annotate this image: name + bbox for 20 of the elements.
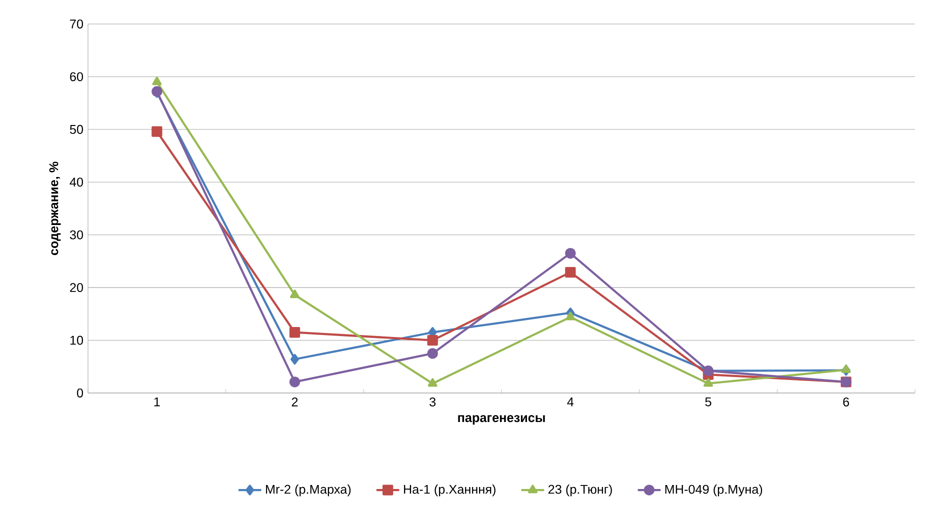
y-tick-label: 40 — [70, 178, 84, 187]
legend-label: MH-049 (р.Муна) — [665, 484, 762, 496]
x-tick-label: 4 — [567, 397, 574, 406]
y-tick-label: 70 — [70, 20, 84, 28]
legend-label: 23 (р.Тюнг) — [548, 484, 612, 496]
x-tick-label: 6 — [843, 397, 850, 406]
y-tick-label: 0 — [76, 388, 84, 398]
legend-label: Ha-1 (р.Ханння) — [404, 484, 496, 496]
x-tick-label: 2 — [292, 397, 298, 406]
y-tick-label: 50 — [70, 124, 84, 134]
legend-label: Mr-2 (р.Марха) — [266, 484, 351, 496]
x-tick-label: 5 — [705, 397, 712, 406]
y-axis-title: содержание, % — [49, 162, 61, 256]
x-axis-title: парагенезисы — [458, 415, 545, 425]
y-tick-label: 30 — [70, 230, 84, 240]
x-tick-label: 3 — [430, 397, 436, 406]
y-tick-label: 10 — [70, 336, 84, 345]
y-tick-label: 20 — [70, 283, 84, 292]
x-tick-label: 1 — [154, 397, 160, 406]
y-tick-label: 60 — [70, 72, 84, 82]
